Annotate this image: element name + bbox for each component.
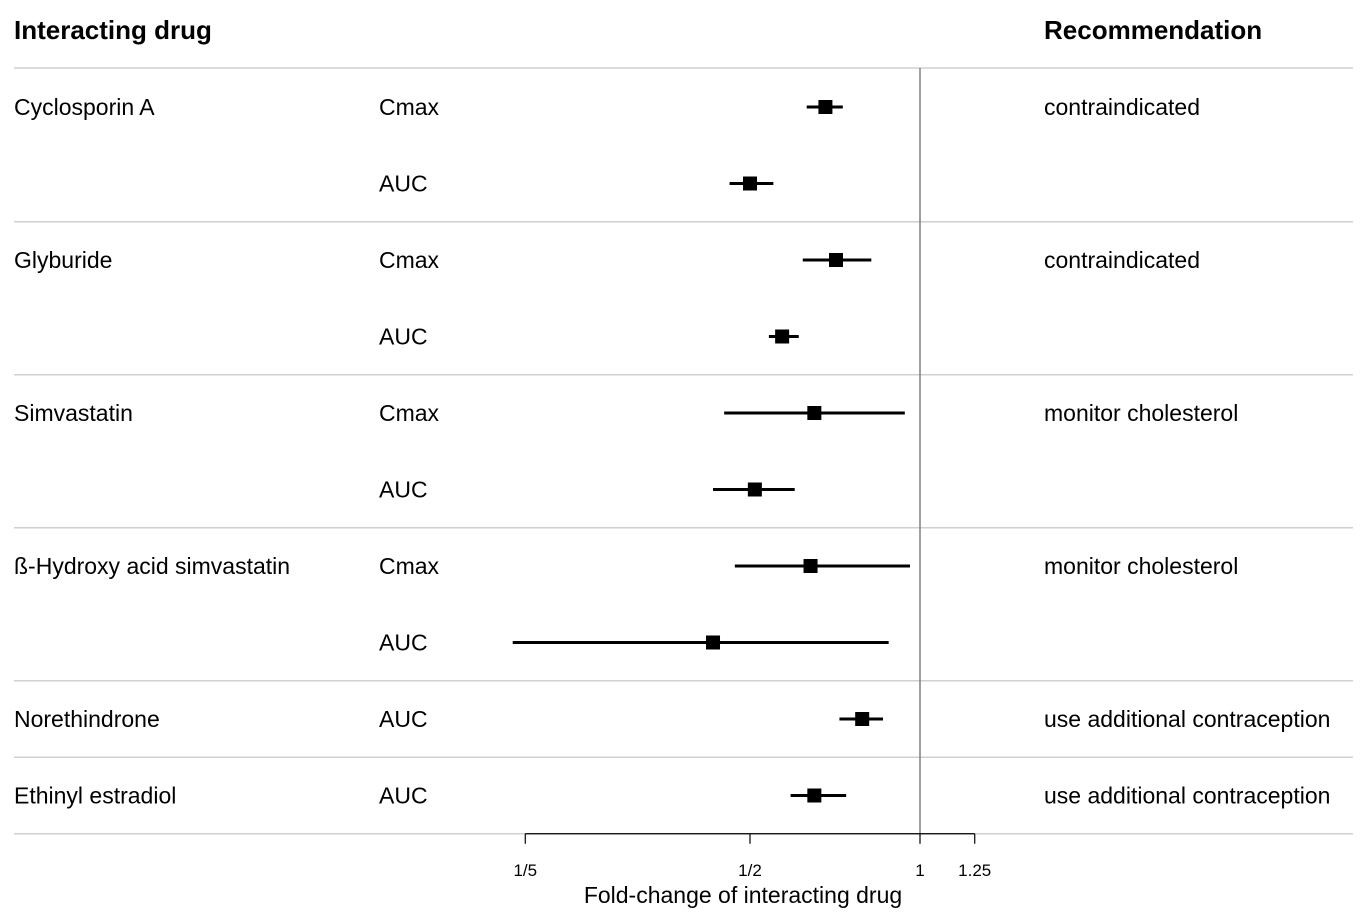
rows-layer: Cyclosporin A contraindicated Cmax AUC Glybu… — [14, 68, 1353, 835]
parameter-label: Cmax — [379, 247, 440, 273]
point-estimate — [855, 712, 870, 726]
point-estimate — [747, 482, 762, 497]
drug-label: Cyclosporin A — [14, 94, 155, 120]
point-estimate — [807, 406, 822, 420]
header-interacting-drug: Interacting drug — [14, 15, 212, 45]
recommendation-label: use additional contraception — [1044, 783, 1330, 809]
x-tick-label: 1/5 — [513, 861, 537, 880]
x-tick-label: 1/2 — [738, 861, 762, 880]
point-estimate — [743, 176, 757, 191]
drug-label: Norethindrone — [14, 706, 160, 732]
x-tick-label: 1 — [915, 861, 924, 880]
parameter-label: Cmax — [379, 553, 440, 579]
point-estimate — [818, 100, 833, 114]
parameter-label: Cmax — [379, 94, 440, 120]
point-estimate — [807, 788, 822, 803]
point-estimate — [803, 559, 818, 573]
parameter-label: Cmax — [379, 400, 440, 426]
parameter-label: AUC — [379, 630, 428, 656]
recommendation-label: monitor cholesterol — [1044, 400, 1238, 426]
recommendation-label: monitor cholesterol — [1044, 553, 1238, 579]
parameter-label: AUC — [379, 324, 428, 350]
point-estimate — [829, 253, 844, 267]
parameter-label: AUC — [379, 706, 428, 732]
recommendation-label: contraindicated — [1044, 94, 1200, 120]
drug-label: Glyburide — [14, 247, 112, 273]
drug-label: Ethinyl estradiol — [14, 783, 176, 809]
parameter-label: AUC — [379, 783, 428, 809]
header-recommendation: Recommendation — [1044, 15, 1262, 45]
recommendation-label: use additional contraception — [1044, 706, 1330, 732]
x-axis: 1/5 1/2 1 1.25 — [513, 833, 991, 880]
parameter-label: AUC — [379, 477, 428, 503]
drug-label: Simvastatin — [14, 400, 133, 426]
x-tick-label: 1.25 — [958, 861, 991, 880]
recommendation-label: contraindicated — [1044, 247, 1200, 273]
parameter-label: AUC — [379, 171, 428, 197]
point-estimate — [706, 635, 721, 650]
drug-label: ß-Hydroxy acid simvastatin — [14, 553, 290, 579]
x-axis-title: Fold-change of interacting drug — [584, 882, 902, 908]
point-estimate — [775, 329, 790, 344]
